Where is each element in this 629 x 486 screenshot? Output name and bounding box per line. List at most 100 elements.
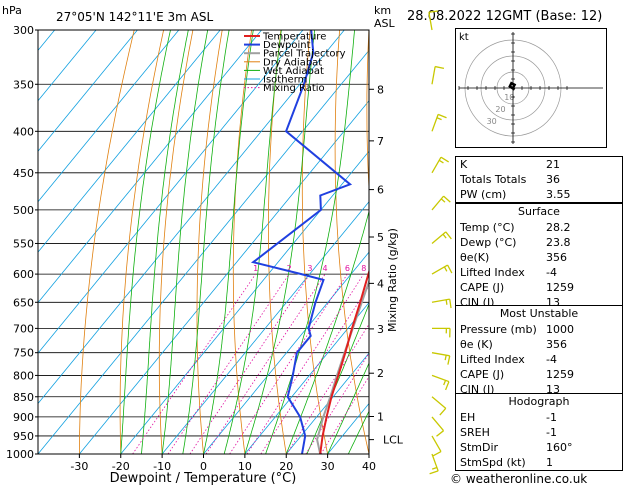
row-value: -1 bbox=[546, 411, 557, 424]
km-tick-label: 3 bbox=[377, 323, 384, 336]
mixing-ratio-label: 8 bbox=[361, 264, 366, 273]
wind-barb-flag bbox=[434, 65, 445, 70]
copyright: © weatheronline.co.uk bbox=[450, 472, 588, 486]
wind-barb-flag bbox=[444, 381, 450, 391]
isotherm bbox=[38, 30, 345, 405]
temp-tick-label: 0 bbox=[200, 460, 207, 473]
legend-label: Dewpoint bbox=[263, 40, 311, 51]
table-row: Dewp (°C) 23.8 bbox=[456, 235, 622, 250]
row-label: StmSpd (kt) bbox=[460, 456, 526, 469]
table-row: SREH -1 bbox=[456, 425, 622, 440]
wind-barb-half bbox=[443, 266, 448, 272]
mixing-ratio-line bbox=[132, 273, 256, 454]
indices-table: K 21 Totals Totals 36 PW (cm) 3.55 bbox=[455, 156, 623, 203]
temperature-profile bbox=[319, 268, 369, 454]
mixing-ratio-line bbox=[246, 273, 365, 454]
row-label: CIN (J) bbox=[460, 383, 495, 396]
legend-label: Dry Adiabat bbox=[263, 57, 322, 68]
row-value: 36 bbox=[546, 173, 560, 186]
wind-barb-flag bbox=[432, 450, 442, 457]
isotherm bbox=[203, 251, 369, 454]
row-label: Temp (°C) bbox=[460, 221, 515, 234]
legend-label: Temperature bbox=[262, 32, 326, 43]
table-row: Pressure (mb) 1000 bbox=[456, 322, 622, 337]
pressure-tick-label: 750 bbox=[13, 347, 34, 360]
row-label: Dewp (°C) bbox=[460, 236, 517, 249]
wind-barb bbox=[431, 435, 442, 452]
temp-tick-label: 20 bbox=[279, 460, 293, 473]
km-tick-label: 2 bbox=[377, 367, 384, 380]
row-label: CAPE (J) bbox=[460, 281, 505, 294]
km-label: km bbox=[374, 4, 392, 17]
mixing-ratio-line bbox=[260, 285, 369, 454]
wind-barb-flag bbox=[449, 299, 452, 309]
pressure-tick-label: 900 bbox=[13, 411, 34, 424]
pressure-tick-label: 400 bbox=[13, 125, 34, 138]
isotherm bbox=[161, 201, 369, 454]
wind-barb-flag bbox=[436, 430, 444, 437]
km-tick-label: 4 bbox=[377, 277, 384, 290]
mixing-ratio-label: 1 bbox=[253, 264, 258, 273]
mixing-ratio-label: 10 bbox=[372, 264, 382, 273]
table-row: Lifted Index -4 bbox=[456, 352, 622, 367]
pressure-tick-label: 700 bbox=[13, 322, 34, 335]
wind-barb-flag bbox=[429, 470, 439, 475]
wet-adiabat bbox=[285, 209, 369, 454]
surface-table: Surface Temp (°C) 28.2 Dewp (°C) 23.8 θe(K) 3… bbox=[455, 203, 623, 311]
hodograph-ring-label: 30 bbox=[487, 117, 497, 126]
mixing-ratio-axis-title: Mixing Ratio (g/kg) bbox=[386, 228, 399, 332]
dry-adiabat bbox=[232, 30, 252, 454]
datetime-label: 28.08.2022 12GMT (Base: 12) bbox=[407, 9, 603, 24]
row-label: PW (cm) bbox=[460, 188, 507, 201]
dry-adiabat bbox=[366, 30, 369, 196]
table-row: K 21 bbox=[456, 157, 622, 172]
km-tick-label: 6 bbox=[377, 184, 384, 197]
table-row: CIN (J) 13 bbox=[456, 382, 622, 397]
wind-barb-half bbox=[445, 299, 448, 305]
row-label: Lifted Index bbox=[460, 266, 525, 279]
wet-adiabat bbox=[161, 30, 209, 454]
row-label: StmDir bbox=[460, 441, 499, 454]
wind-barb-flag bbox=[439, 407, 447, 416]
wet-adiabat bbox=[120, 30, 171, 454]
pressure-tick-label: 850 bbox=[13, 391, 34, 404]
hodograph-units: kt bbox=[459, 32, 469, 43]
row-label: Totals Totals bbox=[460, 173, 527, 186]
wind-barb-half bbox=[431, 466, 438, 470]
temp-tick-label: -20 bbox=[112, 460, 130, 473]
table-row: Temp (°C) 28.2 bbox=[456, 220, 622, 235]
wind-barb-flag bbox=[440, 156, 450, 163]
wind-barb-half bbox=[436, 117, 442, 121]
wind-barb bbox=[431, 231, 447, 244]
pressure-tick-label: 800 bbox=[13, 369, 34, 382]
legend-label: Wet Adiabat bbox=[263, 66, 324, 77]
isotherm bbox=[38, 30, 138, 152]
wind-barb-half bbox=[444, 355, 447, 361]
wet-adiabat bbox=[141, 30, 189, 454]
row-value: -4 bbox=[546, 353, 557, 366]
mixing-ratio-line bbox=[229, 273, 348, 454]
row-label: Pressure (mb) bbox=[460, 323, 537, 336]
isotherm bbox=[38, 30, 304, 354]
row-value: 1259 bbox=[546, 281, 574, 294]
km-tick-label: 5 bbox=[377, 231, 384, 244]
km-tick-label: 1 bbox=[377, 411, 384, 424]
mixing-ratio-line bbox=[167, 273, 290, 454]
surface-title: Surface bbox=[518, 205, 560, 218]
dry-adiabat bbox=[158, 30, 194, 454]
table-row: PW (cm) 3.55 bbox=[456, 187, 622, 202]
temp-tick-label: 30 bbox=[321, 460, 335, 473]
mixing-ratio-line bbox=[189, 273, 311, 454]
pressure-tick-label: 1000 bbox=[6, 448, 34, 461]
hodograph-trace bbox=[508, 81, 517, 91]
row-value: 356 bbox=[546, 338, 567, 351]
wind-barb-flag bbox=[445, 231, 452, 240]
row-label: EH bbox=[460, 411, 476, 424]
table-row: Totals Totals 36 bbox=[456, 172, 622, 187]
row-value: 21 bbox=[546, 158, 560, 171]
row-value: 1259 bbox=[546, 368, 574, 381]
row-label: SREH bbox=[460, 426, 490, 439]
km-tick-label: 8 bbox=[377, 83, 384, 96]
